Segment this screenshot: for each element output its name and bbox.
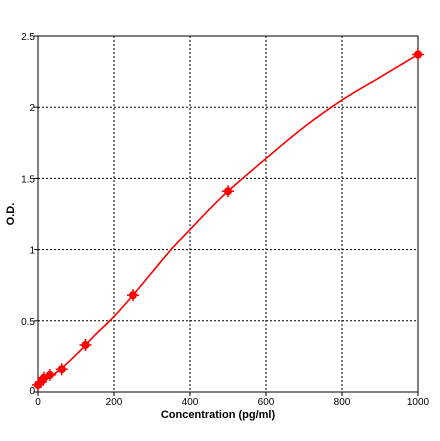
x-axis-title: Concentration (pg/ml): [161, 409, 276, 421]
data-point-marker: [79, 339, 92, 352]
data-point-marker: [43, 368, 56, 381]
x-tick-label: 400: [182, 397, 199, 408]
data-point-marker: [127, 289, 139, 302]
x-tick-label: 1000: [407, 397, 430, 408]
y-axis-title: O.D.: [5, 203, 17, 226]
x-tick-label: 200: [106, 397, 123, 408]
y-tick-label: 0: [29, 386, 35, 397]
y-tick-label: 0.5: [21, 317, 35, 328]
plot-area-frame: [37, 35, 419, 393]
axis-ticks: 0 200 400 600 800 1000 0 0.5 1 1.5 2 2.5: [21, 32, 429, 408]
y-tick-label: 2.5: [21, 32, 35, 43]
data-points: [32, 48, 424, 391]
fit-curve-line: [37, 53, 419, 386]
x-tick-label: 800: [334, 397, 351, 408]
grid-lines: [38, 36, 418, 392]
x-tick-label: 600: [258, 397, 275, 408]
y-tick-label: 2: [29, 103, 35, 114]
y-tick-label: 1.5: [21, 174, 35, 185]
data-point-marker: [222, 185, 234, 198]
fit-curve-group: [37, 53, 419, 386]
y-tick-label: 1: [29, 246, 35, 257]
data-point-marker: [412, 48, 424, 61]
data-point-marker: [55, 363, 68, 376]
x-tick-label: 0: [35, 397, 41, 408]
